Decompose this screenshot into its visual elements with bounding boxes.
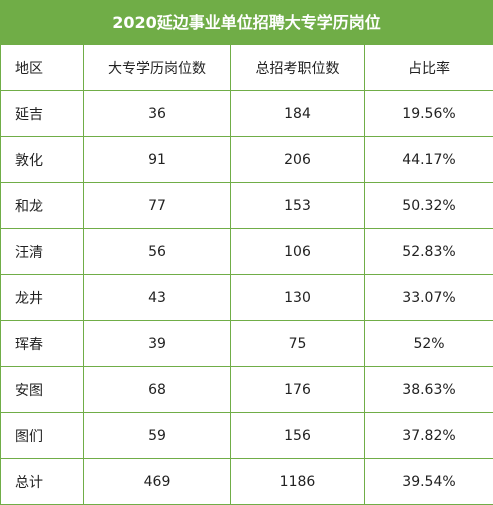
cell-total-posts: 75: [231, 321, 365, 367]
table-row: 图们 59 156 37.82%: [1, 413, 493, 459]
cell-college-posts: 56: [84, 229, 231, 275]
cell-region: 珲春: [1, 321, 84, 367]
cell-region: 安图: [1, 367, 84, 413]
cell-college-posts: 59: [84, 413, 231, 459]
cell-ratio: 19.56%: [365, 91, 493, 137]
cell-ratio: 50.32%: [365, 183, 493, 229]
cell-total-posts: 176: [231, 367, 365, 413]
cell-college-posts: 36: [84, 91, 231, 137]
cell-ratio: 33.07%: [365, 275, 493, 321]
table-title: 2020延边事业单位招聘大专学历岗位: [0, 0, 493, 44]
cell-college-posts: 68: [84, 367, 231, 413]
cell-ratio: 52.83%: [365, 229, 493, 275]
cell-total-posts: 206: [231, 137, 365, 183]
cell-total-posts: 184: [231, 91, 365, 137]
cell-region: 图们: [1, 413, 84, 459]
table-row: 敦化 91 206 44.17%: [1, 137, 493, 183]
cell-college-posts: 91: [84, 137, 231, 183]
cell-total-posts: 1186: [231, 459, 365, 505]
table-row: 珲春 39 75 52%: [1, 321, 493, 367]
cell-ratio: 38.63%: [365, 367, 493, 413]
header-cell-total-posts: 总招考职位数: [231, 45, 365, 91]
table-row: 龙井 43 130 33.07%: [1, 275, 493, 321]
cell-total-posts: 130: [231, 275, 365, 321]
cell-ratio: 37.82%: [365, 413, 493, 459]
cell-region: 敦化: [1, 137, 84, 183]
cell-college-posts: 43: [84, 275, 231, 321]
table-container: 2020延边事业单位招聘大专学历岗位 地区 大专学历岗位数 总招考职位数 占比率…: [0, 0, 493, 465]
table-row: 延吉 36 184 19.56%: [1, 91, 493, 137]
cell-college-posts: 39: [84, 321, 231, 367]
cell-region: 总计: [1, 459, 84, 505]
table-row: 和龙 77 153 50.32%: [1, 183, 493, 229]
header-row: 地区 大专学历岗位数 总招考职位数 占比率: [1, 45, 493, 91]
cell-region: 延吉: [1, 91, 84, 137]
table-row: 汪清 56 106 52.83%: [1, 229, 493, 275]
cell-ratio: 52%: [365, 321, 493, 367]
cell-total-posts: 153: [231, 183, 365, 229]
table-row-total: 总计 469 1186 39.54%: [1, 459, 493, 505]
header-cell-college-posts: 大专学历岗位数: [84, 45, 231, 91]
table-row: 安图 68 176 38.63%: [1, 367, 493, 413]
header-cell-region: 地区: [1, 45, 84, 91]
cell-ratio: 44.17%: [365, 137, 493, 183]
cell-college-posts: 469: [84, 459, 231, 505]
data-table: 地区 大专学历岗位数 总招考职位数 占比率 延吉 36 184 19.56% 敦…: [0, 44, 493, 505]
cell-college-posts: 77: [84, 183, 231, 229]
cell-total-posts: 156: [231, 413, 365, 459]
cell-total-posts: 106: [231, 229, 365, 275]
cell-ratio: 39.54%: [365, 459, 493, 505]
header-cell-ratio: 占比率: [365, 45, 493, 91]
cell-region: 和龙: [1, 183, 84, 229]
cell-region: 龙井: [1, 275, 84, 321]
cell-region: 汪清: [1, 229, 84, 275]
